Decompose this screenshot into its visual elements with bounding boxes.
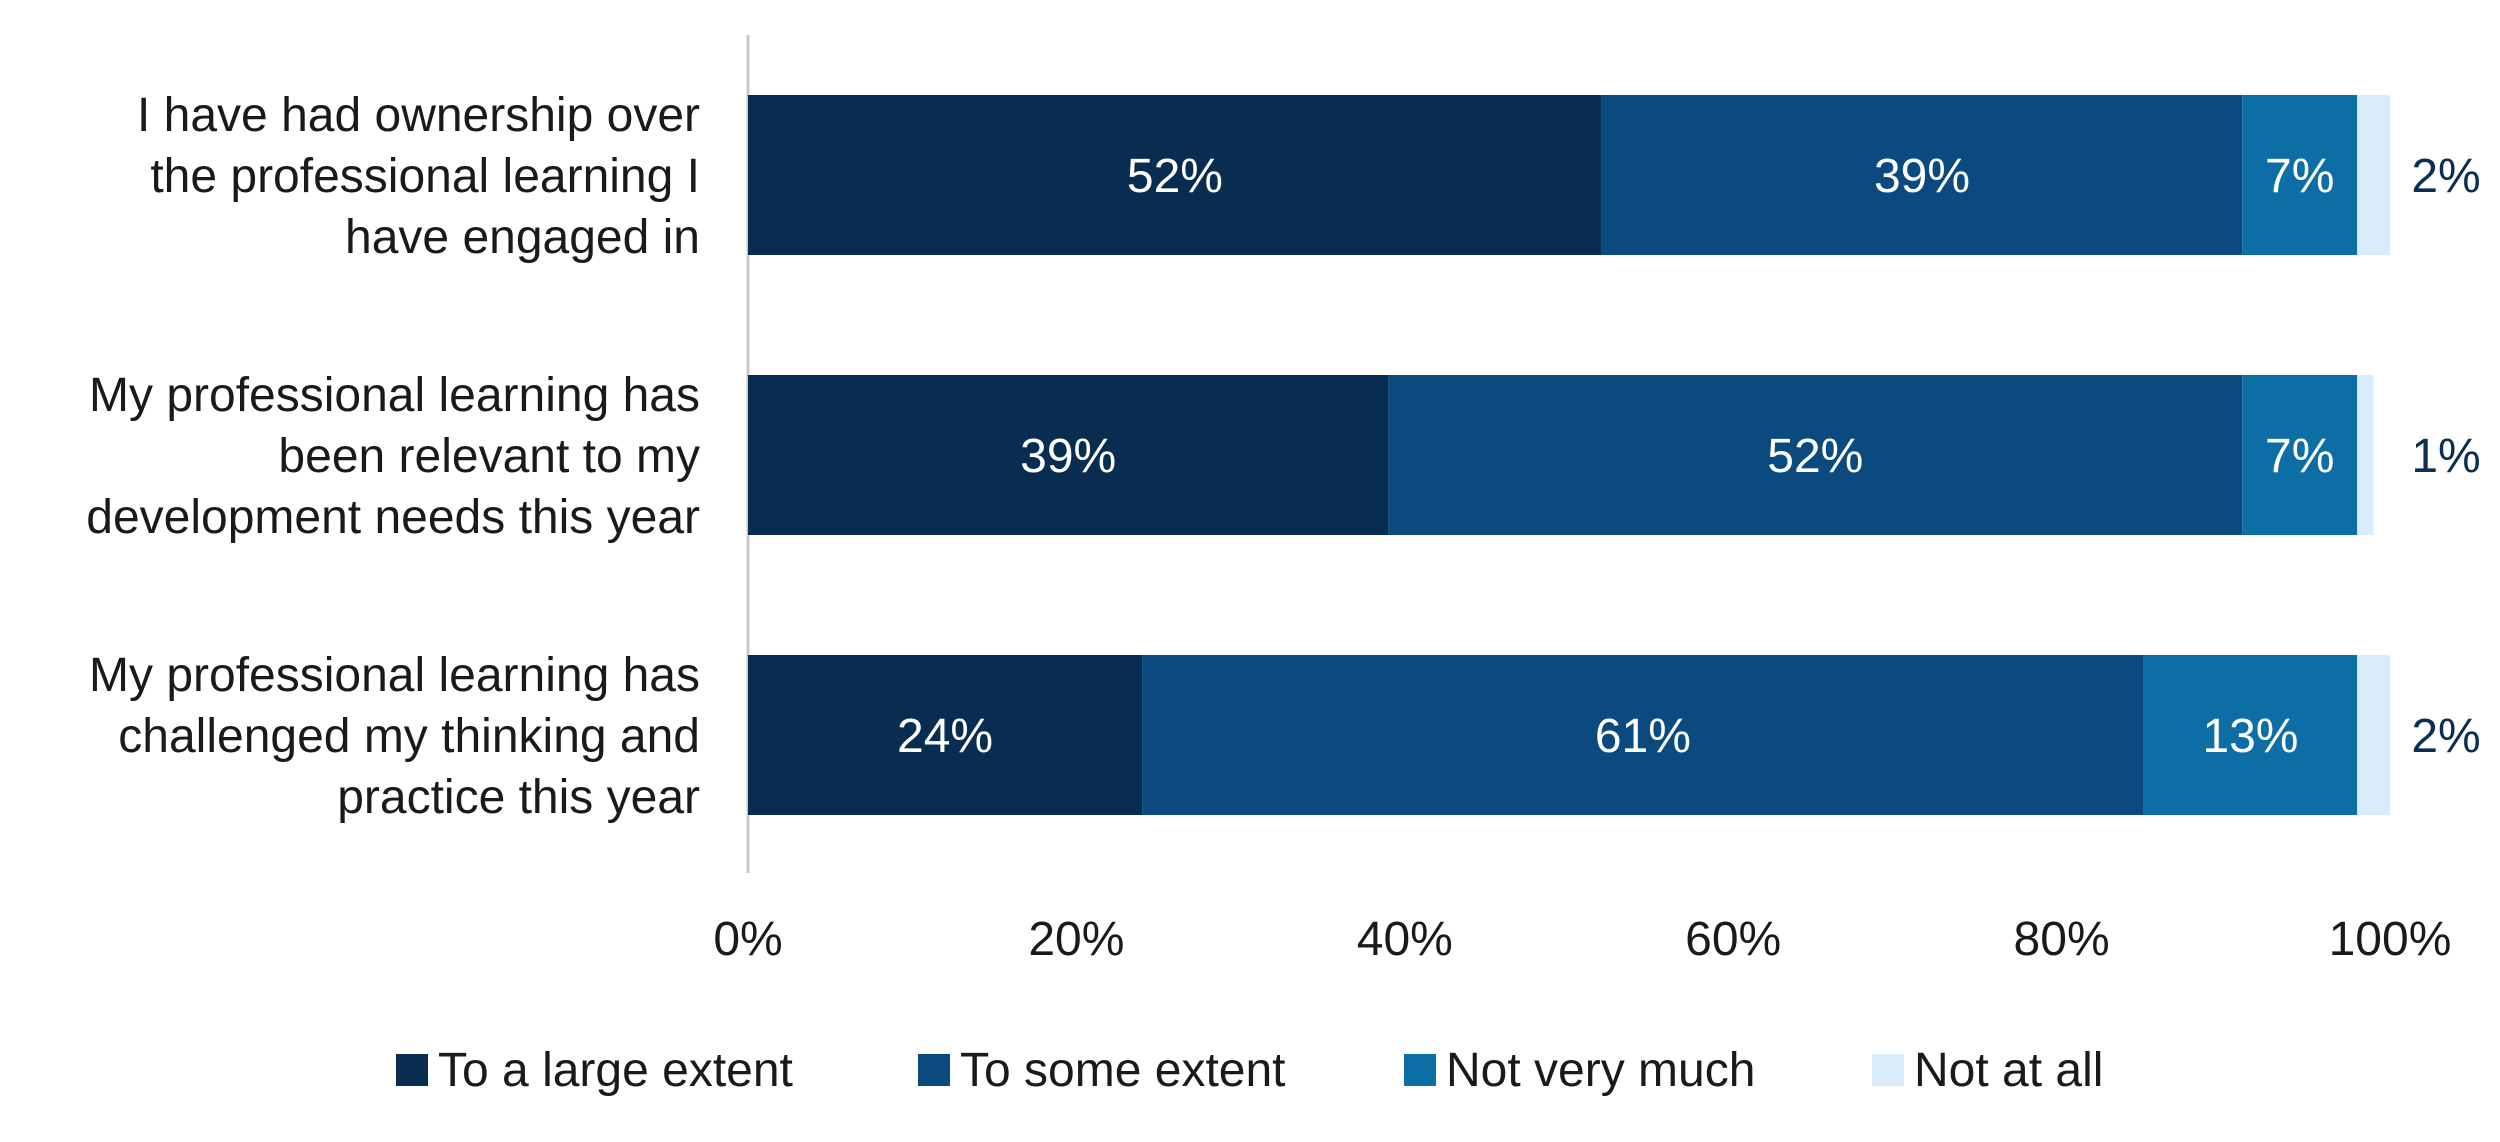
category-label-line: development needs this year <box>86 491 700 544</box>
bar-segment <box>2143 655 2358 815</box>
category-label-line: I have had ownership over <box>137 89 700 142</box>
category-label-line: the professional learning I <box>150 150 700 203</box>
legend-label: To a large extent <box>438 1044 793 1097</box>
data-label: 2% <box>2411 150 2480 203</box>
legend-swatch <box>396 1054 428 1086</box>
legend-swatch <box>1404 1054 1436 1086</box>
category-label-line: practice this year <box>337 771 700 824</box>
data-label: 1% <box>2411 430 2480 483</box>
data-label: 52% <box>1127 150 1223 203</box>
bar-segment <box>2242 95 2358 255</box>
data-label: 7% <box>2265 430 2334 483</box>
data-label: 52% <box>1767 430 1863 483</box>
x-tick-label: 0% <box>713 913 782 966</box>
bar-segment <box>2357 655 2390 815</box>
legend-label: Not at all <box>1914 1044 2103 1097</box>
bar-segment <box>2357 375 2374 535</box>
category-label-line: challenged my thinking and <box>118 710 700 763</box>
category-label-line: have engaged in <box>345 211 700 264</box>
legend: To a large extent To some extent Not very … <box>396 1044 2103 1097</box>
category-labels: I have had ownership over the professiona… <box>86 89 700 824</box>
legend-label: To some extent <box>960 1044 1286 1097</box>
bar-segment <box>748 95 1602 255</box>
bar-segment <box>748 375 1389 535</box>
category-label-line: My professional learning has <box>89 369 700 422</box>
x-tick-label: 40% <box>1357 913 1453 966</box>
data-label: 61% <box>1595 710 1691 763</box>
legend-swatch <box>918 1054 950 1086</box>
x-tick-label: 20% <box>1028 913 1124 966</box>
data-label: 7% <box>2265 150 2334 203</box>
category-label-line: been relevant to my <box>278 430 700 483</box>
data-label: 39% <box>1874 150 1970 203</box>
bar-segment <box>1142 655 2144 815</box>
bar-segment <box>748 655 1143 815</box>
bar-segment <box>1601 95 2243 255</box>
x-tick-label: 100% <box>2329 913 2452 966</box>
data-label: 2% <box>2411 710 2480 763</box>
x-axis-ticks: 0% 20% 40% 60% 80% 100% <box>713 913 2451 966</box>
data-label: 24% <box>897 710 993 763</box>
bar-segment <box>2242 375 2358 535</box>
data-label: 13% <box>2202 710 2298 763</box>
data-label: 39% <box>1020 430 1116 483</box>
legend-swatch <box>1872 1054 1904 1086</box>
legend-label: Not very much <box>1446 1044 1755 1097</box>
bars-group: 52% 39% 7% 2% 39% 52% 7% 1% 24% 61% 13% 2% <box>748 95 2481 815</box>
category-label-line: My professional learning has <box>89 649 700 702</box>
bar-segment <box>2357 95 2390 255</box>
x-tick-label: 60% <box>1685 913 1781 966</box>
x-tick-label: 80% <box>2014 913 2110 966</box>
bar-segment <box>1388 375 2243 535</box>
